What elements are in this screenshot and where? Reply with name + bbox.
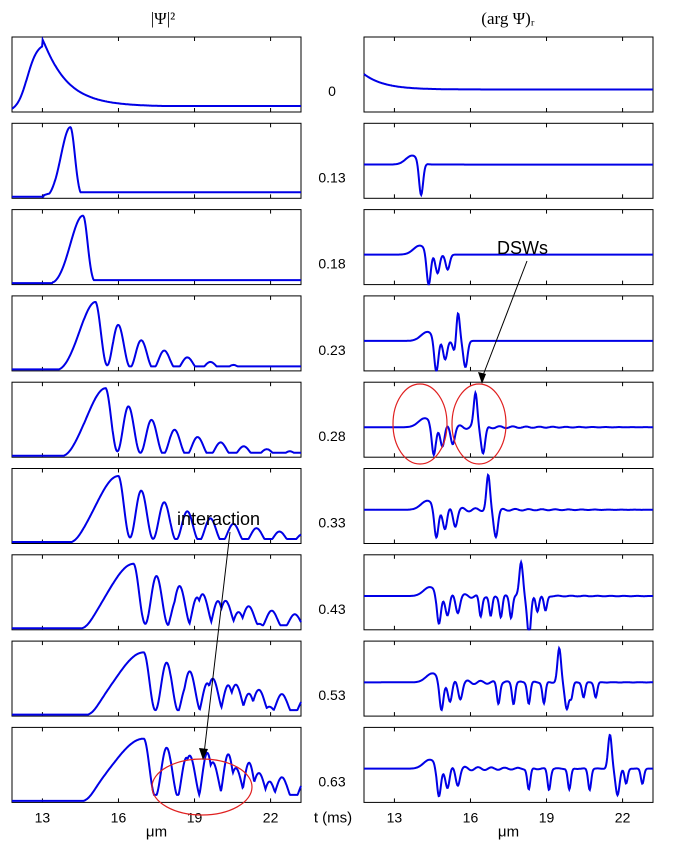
- time-label: 0.23: [318, 342, 345, 358]
- density-panel-frame: [11, 295, 302, 372]
- interaction-annotation: interaction: [177, 509, 260, 529]
- phase-panel-frame: [363, 36, 654, 113]
- density-panel-frame: [11, 554, 302, 631]
- dsws-annotation: DSWs: [497, 238, 548, 258]
- density-panel-frame: [11, 640, 302, 717]
- density-panel-frame: [11, 122, 302, 199]
- time-axis-label: t (ms): [314, 809, 352, 826]
- time-label: 0.43: [318, 601, 345, 617]
- phase-series-line: [364, 244, 653, 286]
- phase-panel-frame: [363, 381, 654, 458]
- dsw-left-circle: [392, 383, 448, 465]
- phase-column-title: (arg Ψ)ᵣ: [481, 9, 535, 28]
- x-tick-label: 13: [35, 809, 51, 825]
- phase-series-line: [363, 73, 653, 91]
- density-panel-frame: [11, 209, 302, 286]
- interaction-arrow: [203, 531, 231, 755]
- x-tick-label: 16: [111, 809, 127, 825]
- x-tick-label: 22: [615, 809, 631, 825]
- density-series-line: [12, 651, 302, 716]
- density-panel-frame: [11, 726, 302, 803]
- time-label: 0: [328, 83, 336, 99]
- phase-series-line: [364, 311, 653, 372]
- density-panel-frame: [11, 468, 302, 544]
- dsw-right-circle: [451, 383, 507, 465]
- density-series-line: [11, 35, 301, 110]
- density-series-line: [12, 126, 301, 198]
- density-series-line: [12, 387, 301, 457]
- density-x-axis-label: μm: [146, 823, 167, 840]
- x-tick-label: 16: [463, 809, 479, 825]
- panel-grid: 0 0.13 0.18 0.23 0.28 0.33 0.43 0.53 0.63 13 16 19 2…: [11, 35, 654, 840]
- phase-panel-frame: [363, 468, 654, 544]
- phase-x-axis-label: μm: [498, 823, 519, 840]
- density-column-title: |Ψ|²: [151, 9, 175, 28]
- phase-series-line: [364, 733, 653, 798]
- phase-series-line: [364, 473, 653, 540]
- phase-series-line: [364, 645, 653, 712]
- time-label: 0.18: [318, 256, 345, 272]
- time-label: 0.28: [318, 428, 345, 444]
- phase-series-line: [364, 559, 653, 631]
- interaction-circle: [151, 758, 253, 816]
- phase-panel-frame: [363, 295, 654, 372]
- phase-series-line: [364, 389, 653, 458]
- density-series-line: [12, 474, 302, 543]
- dsws-arrow: [481, 260, 528, 379]
- density-panel-frame: [11, 36, 302, 113]
- density-series-line: [12, 562, 302, 630]
- interaction-arrow-head: [199, 748, 208, 760]
- density-series-line: [12, 737, 302, 802]
- phase-panel-frame: [363, 640, 654, 717]
- annotation-layer: DSWs interaction: [151, 238, 548, 816]
- phase-panel-frame: [363, 122, 654, 199]
- x-tick-label: 19: [187, 809, 203, 825]
- x-tick-label: 13: [387, 809, 403, 825]
- time-label: 0.63: [318, 773, 345, 789]
- time-label: 0.53: [318, 687, 345, 703]
- density-series-line: [12, 214, 301, 285]
- phase-panel-frame: [363, 209, 654, 286]
- density-series-line: [12, 301, 301, 371]
- time-label: 0.13: [318, 169, 345, 185]
- dsws-arrow-head: [478, 372, 486, 384]
- density-panel-frame: [11, 381, 302, 458]
- x-tick-label: 22: [263, 809, 279, 825]
- phase-panel-frame: [363, 726, 654, 803]
- x-tick-label: 19: [539, 809, 555, 825]
- phase-series-line: [364, 154, 653, 198]
- time-label: 0.33: [318, 515, 345, 531]
- phase-panel-frame: [363, 554, 654, 631]
